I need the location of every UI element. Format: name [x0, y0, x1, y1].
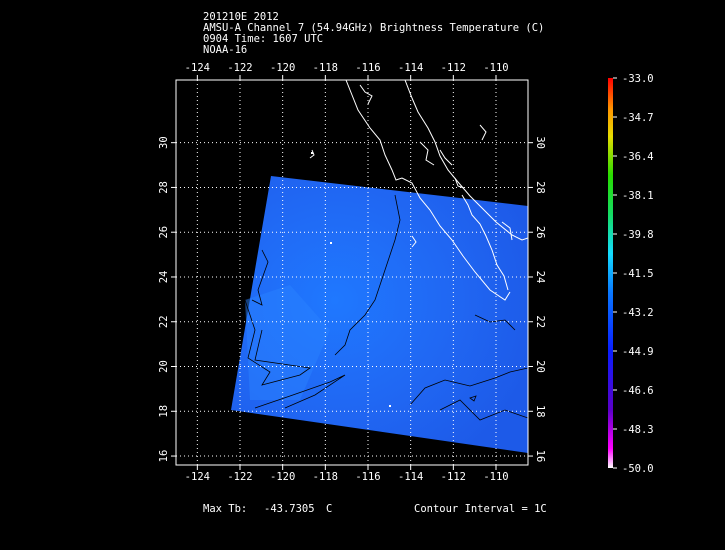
lon-label-top: -124 [185, 62, 210, 74]
lat-label-right: 24 [534, 271, 546, 284]
lat-label-left: 20 [158, 360, 170, 373]
header-line-1: 201210E 2012 [203, 11, 279, 23]
lon-label-bottom: -112 [441, 471, 466, 483]
colorbar-label: -50.0 [622, 463, 654, 475]
colorbar-label: -33.0 [622, 73, 654, 85]
lon-label-bottom: -116 [355, 471, 380, 483]
lat-label-left: 26 [158, 226, 170, 239]
header-line-4: NOAA-16 [203, 44, 248, 56]
max-tb-unit: C [326, 503, 333, 515]
lat-label-right: 16 [534, 450, 546, 463]
lon-label-top: -114 [398, 62, 423, 74]
contour-interval: Contour Interval = 1C [414, 503, 547, 515]
colorbar-label: -41.5 [622, 268, 654, 280]
lon-label-top: -110 [483, 62, 508, 74]
lon-label-bottom: -120 [270, 471, 295, 483]
lon-label-bottom: -114 [398, 471, 423, 483]
max-tb-label: Max Tb: [203, 503, 248, 515]
header-line-2: AMSU-A Channel 7 (54.94GHz) Brightness T… [203, 22, 545, 34]
lon-label-bottom: -118 [313, 471, 338, 483]
lat-label-right: 28 [534, 181, 546, 194]
axis-tick-labels: -124 -124 -122 -122 -120 -120 -118 -118 -116 -116… [158, 62, 546, 483]
max-tb-value: -43.7305 [264, 503, 315, 515]
lat-label-right: 22 [534, 315, 546, 328]
colorbar-labels: -33.0 -34.7 -36.4 -38.1 -39.8 -41.5 -43.2 -44.9… [622, 73, 654, 475]
islands [311, 152, 391, 407]
graticule [176, 80, 528, 465]
header-line-3: 0904 Time: 1607 UTC [203, 33, 324, 45]
lon-label-bottom: -110 [483, 471, 508, 483]
lat-label-right: 18 [534, 405, 546, 418]
colorbar-label: -44.9 [622, 346, 654, 358]
lat-label-right: 30 [534, 136, 546, 149]
colorbar-label: -39.8 [622, 229, 654, 241]
colorbar-label: -43.2 [622, 307, 654, 319]
lat-label-left: 30 [158, 136, 170, 149]
colorbar-label: -34.7 [622, 112, 654, 124]
lon-label-top: -112 [441, 62, 466, 74]
lat-label-right: 20 [534, 360, 546, 373]
lat-label-left: 18 [158, 405, 170, 418]
map-frame [175, 79, 529, 466]
lon-label-top: -120 [270, 62, 295, 74]
lon-label-bottom: -122 [227, 471, 252, 483]
colorbar [608, 78, 613, 468]
colorbar-label: -36.4 [622, 151, 654, 163]
lat-label-left: 24 [158, 271, 170, 284]
lon-label-top: -116 [355, 62, 380, 74]
lon-label-top: -118 [313, 62, 338, 74]
colorbar-label: -38.1 [622, 190, 654, 202]
lat-label-left: 28 [158, 181, 170, 194]
lat-label-right: 26 [534, 226, 546, 239]
colorbar-ticks [613, 77, 617, 469]
colorbar-label: -46.6 [622, 385, 654, 397]
lon-label-bottom: -124 [185, 471, 210, 483]
lon-label-top: -122 [227, 62, 252, 74]
axis-ticks [171, 75, 533, 470]
warm-patch [245, 285, 330, 400]
contour-lines [244, 194, 528, 421]
lat-label-left: 16 [158, 450, 170, 463]
colorbar-label: -48.3 [622, 424, 654, 436]
lat-label-left: 22 [158, 315, 170, 328]
